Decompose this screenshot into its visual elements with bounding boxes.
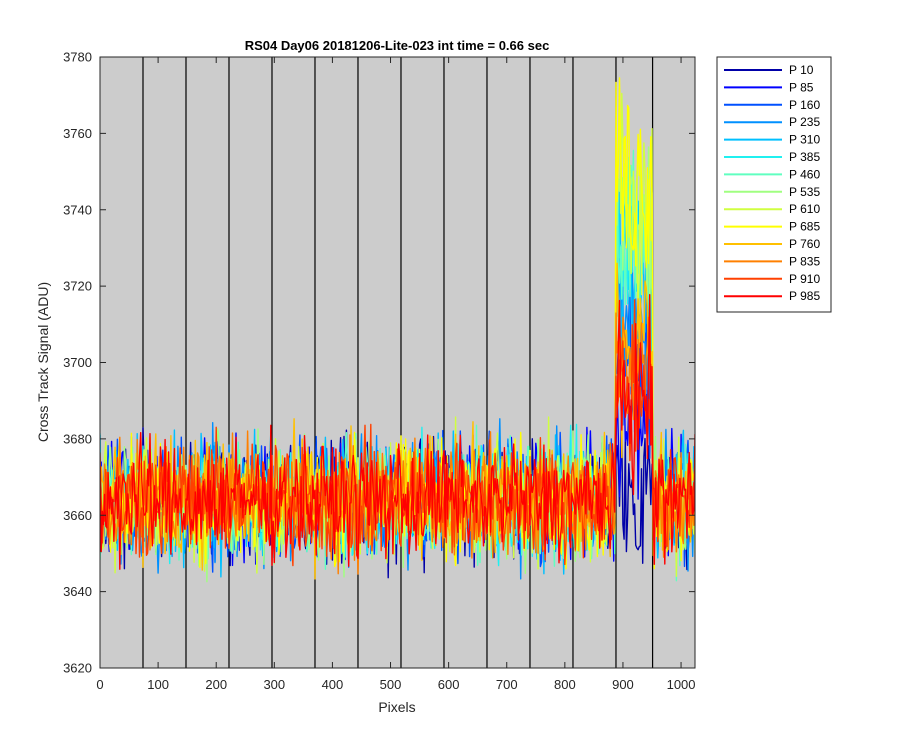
x-tick-label: 200 — [205, 677, 227, 692]
legend-box — [716, 56, 832, 313]
plot-area — [100, 57, 695, 668]
y-tick-label: 3640 — [63, 584, 92, 599]
x-axis-title: Pixels — [378, 699, 415, 715]
legend-label: P 985 — [789, 289, 820, 303]
y-axis-title: Cross Track Signal (ADU) — [35, 282, 51, 442]
legend-label: P 460 — [789, 167, 820, 181]
x-tick-label: 400 — [322, 677, 344, 692]
legend-label: P 385 — [789, 150, 820, 164]
legend-label: P 910 — [789, 272, 820, 286]
series-layer — [100, 77, 695, 583]
legend-label: P 610 — [789, 202, 820, 216]
y-tick-label: 3620 — [63, 661, 92, 676]
y-axis: 3620 3640 3660 3680 3700 3720 3740 3760 3780 — [63, 50, 695, 676]
legend-label: P 685 — [789, 220, 820, 234]
vertical-lines — [142, 57, 654, 668]
y-tick-label: 3660 — [63, 508, 92, 523]
legend: P 10 P 85 P 160 P 235 P 310 P 385 P 460 P 535 P … — [716, 56, 832, 313]
x-tick-label: 1000 — [667, 677, 696, 692]
x-tick-label: 600 — [438, 677, 460, 692]
legend-label: P 85 — [789, 80, 814, 94]
y-tick-label: 3720 — [63, 279, 92, 294]
x-tick-label: 900 — [612, 677, 634, 692]
legend-label: P 310 — [789, 133, 820, 147]
y-tick-label: 3700 — [63, 355, 92, 370]
x-tick-label: 700 — [496, 677, 518, 692]
x-tick-label: 500 — [380, 677, 402, 692]
y-tick-label: 3740 — [63, 202, 92, 217]
legend-label: P 10 — [789, 63, 814, 77]
legend-label: P 535 — [789, 185, 820, 199]
legend-label: P 235 — [789, 115, 820, 129]
legend-label: P 760 — [789, 237, 820, 251]
x-tick-label: 800 — [554, 677, 576, 692]
legend-label: P 835 — [789, 254, 820, 268]
chart-title: RS04 Day06 20181206-Lite-023 int time = … — [245, 38, 550, 53]
y-tick-label: 3680 — [63, 431, 92, 446]
series-line-p-910 — [100, 299, 695, 567]
x-tick-label: 100 — [147, 677, 169, 692]
x-tick-label: 0 — [96, 677, 103, 692]
legend-label: P 160 — [789, 98, 820, 112]
y-tick-label: 3760 — [63, 126, 92, 141]
x-axis: 0 100 200 300 400 500 600 700 800 900 1000 — [96, 57, 696, 692]
series-line-p-985 — [100, 294, 695, 570]
x-tick-label: 300 — [263, 677, 285, 692]
y-tick-label: 3780 — [63, 50, 92, 65]
